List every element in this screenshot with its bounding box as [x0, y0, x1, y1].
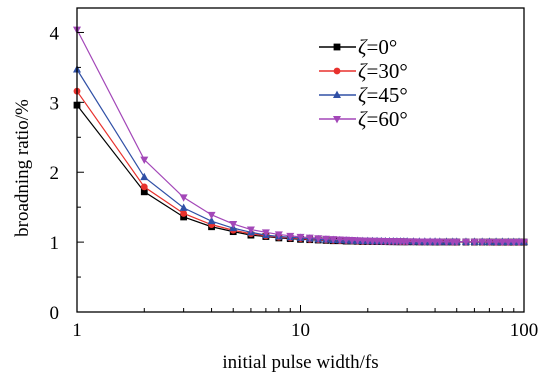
data-point — [140, 156, 149, 165]
x-tick-label: 1 — [72, 320, 82, 341]
x-axis-label: initial pulse width/fs — [222, 352, 378, 373]
data-point — [296, 233, 305, 242]
data-point — [348, 237, 357, 245]
legend-label: ζ=45° — [358, 83, 408, 107]
legend-item: ζ=30° — [319, 59, 408, 83]
data-point — [452, 238, 461, 247]
data-point — [229, 220, 238, 229]
legend-symbol: ζ — [358, 35, 368, 59]
data-point — [342, 236, 351, 245]
data-point — [485, 238, 494, 247]
legend-label: ζ=30° — [358, 59, 408, 83]
data-point — [140, 188, 148, 196]
data-point — [333, 90, 341, 98]
legend-angle: =45° — [367, 83, 408, 107]
data-point — [180, 213, 188, 221]
legend-item: ζ=45° — [319, 83, 408, 107]
data-point — [333, 43, 341, 51]
data-point — [286, 232, 295, 241]
x-tick-label: 10 — [291, 320, 310, 341]
legend-angle: =0° — [367, 35, 398, 59]
y-tick-label: 3 — [50, 93, 60, 114]
series-group — [73, 26, 528, 247]
y-tick-label: 2 — [50, 163, 60, 184]
legend-label: ζ=60° — [358, 107, 408, 131]
data-point — [274, 231, 283, 239]
data-point — [333, 116, 341, 124]
data-point — [435, 238, 444, 247]
data-point — [409, 238, 418, 246]
data-point — [207, 216, 216, 225]
data-point — [246, 226, 255, 234]
legend-symbol: ζ — [358, 107, 368, 131]
legend-angle: =60° — [367, 107, 408, 131]
series-layer — [73, 26, 528, 247]
data-point — [140, 183, 148, 191]
data-point — [333, 67, 341, 75]
data-point — [353, 237, 362, 245]
data-point — [180, 210, 188, 217]
data-point — [179, 194, 188, 202]
data-point — [420, 238, 429, 246]
data-point — [335, 236, 344, 244]
data-point — [329, 236, 338, 244]
data-point — [470, 238, 479, 247]
legend-symbol: ζ — [358, 83, 368, 107]
data-point — [321, 235, 330, 244]
data-point — [492, 238, 501, 247]
data-point — [314, 235, 323, 243]
legend-angle: =30° — [367, 59, 408, 83]
data-point — [498, 238, 507, 247]
data-point — [504, 238, 513, 247]
legend-label: ζ=0° — [358, 35, 397, 59]
legend: ζ=0°ζ=30°ζ=45°ζ=60° — [319, 35, 408, 131]
data-point — [442, 238, 451, 247]
data-point — [207, 211, 216, 220]
legend-item: ζ=0° — [319, 35, 397, 59]
y-tick-label: 1 — [50, 233, 60, 254]
data-point — [140, 172, 149, 181]
data-point — [461, 238, 470, 247]
data-point — [509, 238, 518, 247]
legend-item: ζ=60° — [319, 107, 408, 131]
y-axis-label: broadning ratio/% — [12, 99, 33, 237]
data-point — [403, 238, 412, 246]
y-tick-label: 0 — [50, 303, 60, 324]
y-tick-label: 4 — [50, 23, 60, 44]
data-point — [305, 234, 314, 242]
ticks-layer — [76, 31, 525, 313]
data-point — [415, 238, 424, 246]
legend-symbol: ζ — [358, 59, 368, 83]
data-point — [478, 238, 487, 247]
x-tick-label: 100 — [510, 320, 539, 341]
data-point — [179, 203, 188, 211]
data-point — [261, 229, 270, 237]
